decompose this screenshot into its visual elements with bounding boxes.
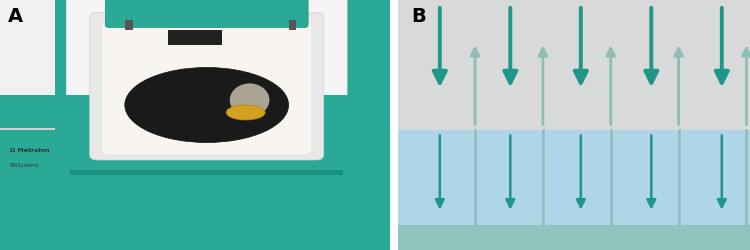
Text: A: A: [8, 8, 23, 26]
Bar: [0, 0, 55, 250]
Bar: [55, 0, 70, 250]
Bar: [0, 128, 55, 130]
Bar: [124, 20, 133, 30]
Bar: [398, 130, 750, 225]
Text: B: B: [412, 8, 426, 26]
FancyBboxPatch shape: [101, 20, 312, 155]
Bar: [168, 30, 222, 45]
Ellipse shape: [124, 68, 289, 142]
FancyBboxPatch shape: [90, 12, 324, 160]
Bar: [398, 225, 750, 250]
FancyBboxPatch shape: [0, 0, 234, 250]
FancyBboxPatch shape: [0, 95, 460, 250]
Bar: [70, 0, 344, 250]
Text: NIRSystems: NIRSystems: [10, 162, 39, 168]
Bar: [0, 0, 70, 250]
FancyBboxPatch shape: [0, 0, 495, 250]
FancyBboxPatch shape: [66, 0, 347, 178]
FancyBboxPatch shape: [0, 0, 242, 250]
Ellipse shape: [230, 84, 269, 116]
Bar: [289, 20, 296, 30]
Ellipse shape: [226, 105, 266, 120]
Bar: [344, 0, 390, 250]
FancyBboxPatch shape: [105, 0, 308, 28]
Text: Ω Metrohm: Ω Metrohm: [10, 148, 50, 152]
Bar: [398, 0, 750, 130]
Bar: [70, 170, 344, 175]
